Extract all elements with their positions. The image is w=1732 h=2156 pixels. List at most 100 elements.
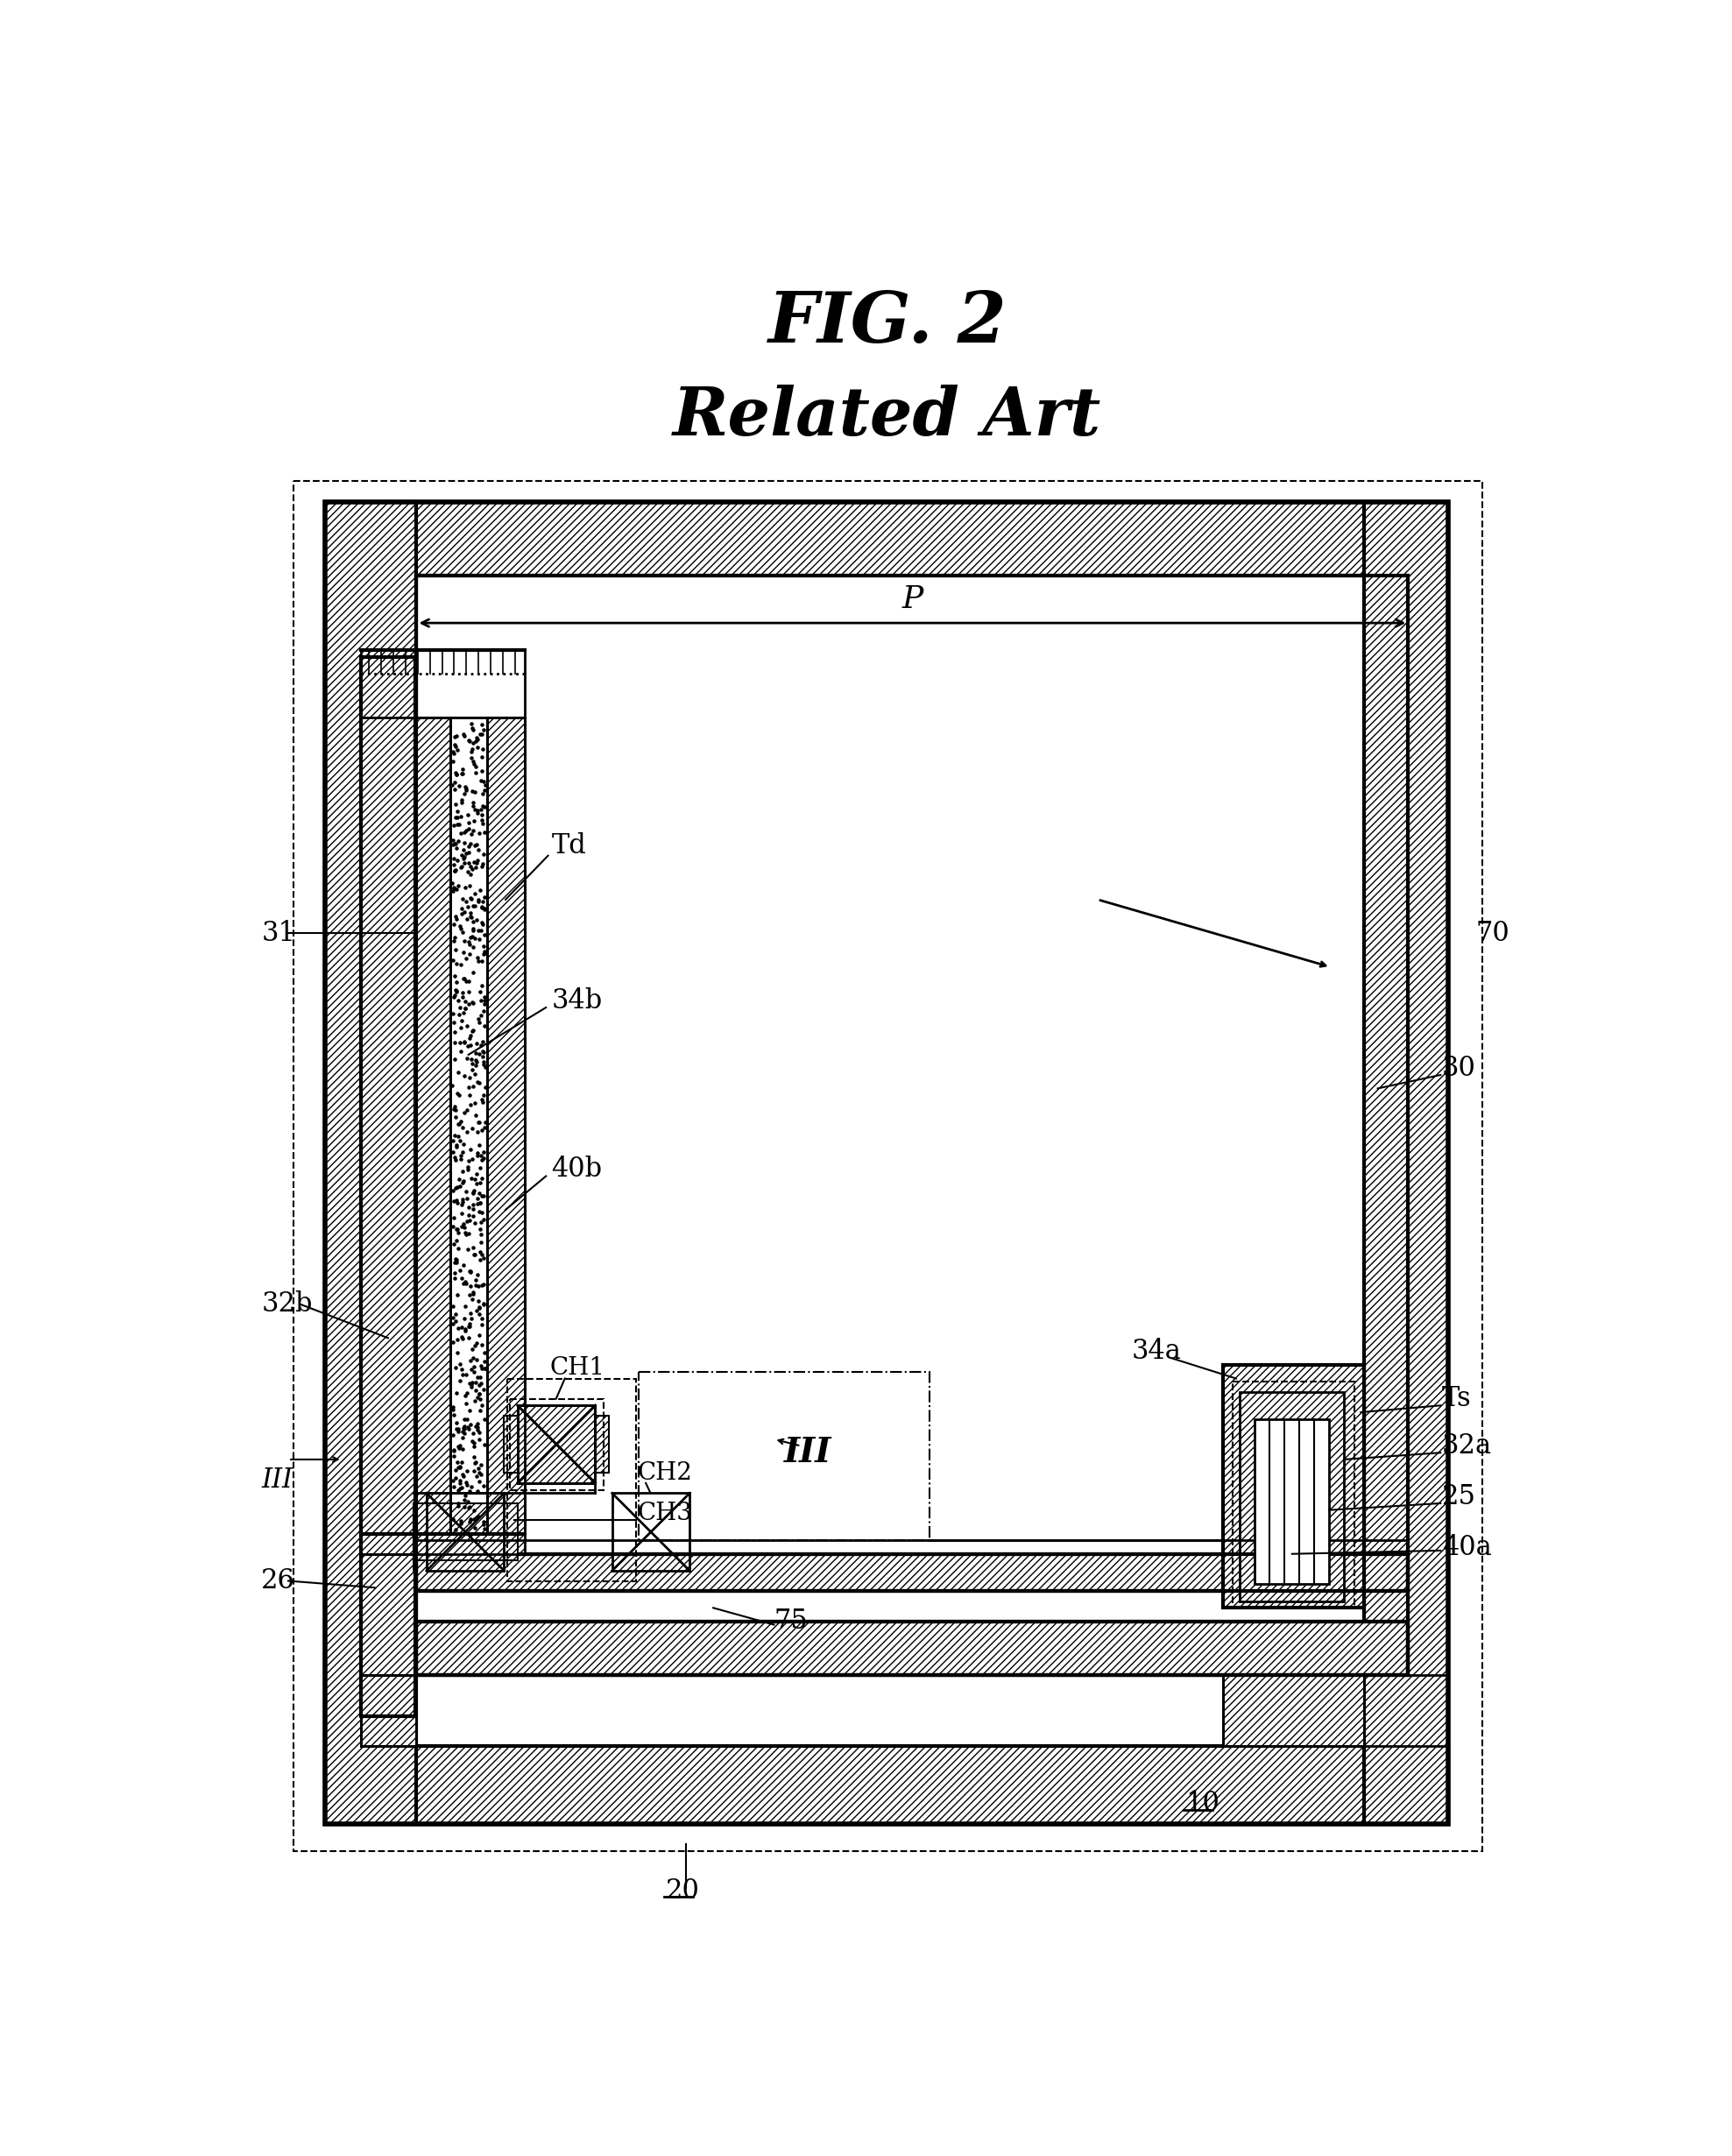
Point bbox=[459, 912, 487, 946]
Point bbox=[471, 918, 499, 953]
Point bbox=[461, 849, 488, 884]
Point bbox=[471, 1069, 499, 1104]
Point bbox=[449, 882, 476, 916]
Point bbox=[452, 1216, 480, 1250]
Bar bbox=[294, 481, 1483, 1850]
Point bbox=[461, 1268, 488, 1302]
Bar bbox=[504, 1416, 608, 1473]
Point bbox=[469, 1048, 497, 1082]
Bar bbox=[518, 1406, 596, 1483]
Point bbox=[449, 757, 476, 791]
Point bbox=[471, 1352, 499, 1386]
Point bbox=[464, 1257, 492, 1291]
Point bbox=[454, 890, 481, 925]
Point bbox=[466, 815, 494, 849]
Point bbox=[445, 768, 473, 802]
Point bbox=[440, 808, 468, 843]
Point bbox=[469, 936, 497, 970]
Point bbox=[443, 869, 471, 903]
Point bbox=[450, 1408, 478, 1442]
Point bbox=[464, 1367, 492, 1401]
Point bbox=[461, 888, 488, 923]
Point bbox=[459, 1188, 487, 1222]
Point bbox=[442, 1143, 469, 1177]
Point bbox=[452, 813, 480, 847]
Point bbox=[450, 1416, 478, 1451]
Point bbox=[443, 757, 471, 791]
Point bbox=[469, 1287, 497, 1322]
Point bbox=[459, 714, 487, 748]
Point bbox=[464, 1412, 492, 1447]
Point bbox=[456, 1505, 483, 1539]
Point bbox=[443, 800, 471, 834]
Point bbox=[459, 888, 487, 923]
Bar bbox=[326, 1746, 1448, 1824]
Bar bbox=[1240, 1393, 1344, 1602]
Point bbox=[462, 1445, 490, 1479]
Point bbox=[471, 893, 499, 927]
Point bbox=[447, 1348, 475, 1382]
Point bbox=[452, 983, 480, 1018]
Point bbox=[445, 1451, 473, 1485]
Point bbox=[461, 1429, 488, 1464]
Point bbox=[466, 1317, 494, 1352]
Point bbox=[459, 813, 487, 847]
Point bbox=[459, 1350, 487, 1384]
Point bbox=[461, 1384, 488, 1419]
Point bbox=[454, 845, 481, 880]
Point bbox=[456, 1309, 483, 1343]
Point bbox=[450, 1289, 478, 1324]
Point bbox=[457, 1367, 485, 1401]
Point bbox=[440, 871, 468, 906]
Bar bbox=[507, 1378, 636, 1580]
Point bbox=[466, 718, 494, 752]
Point bbox=[469, 1035, 497, 1069]
Point bbox=[469, 1468, 497, 1503]
Point bbox=[442, 854, 469, 888]
Point bbox=[449, 1358, 476, 1393]
Point bbox=[450, 718, 478, 752]
Point bbox=[452, 1181, 480, 1216]
Point bbox=[456, 1412, 483, 1447]
Point bbox=[449, 1319, 476, 1354]
Point bbox=[462, 1048, 490, 1082]
Point bbox=[452, 1464, 480, 1498]
Point bbox=[466, 1289, 494, 1324]
Point bbox=[459, 1192, 487, 1227]
Point bbox=[459, 1416, 487, 1451]
Point bbox=[464, 1380, 492, 1414]
Point bbox=[461, 1447, 488, 1481]
Point bbox=[449, 1414, 476, 1449]
Point bbox=[438, 824, 466, 858]
Point bbox=[469, 731, 497, 765]
Point bbox=[459, 1332, 487, 1367]
Point bbox=[447, 800, 475, 834]
Bar bbox=[362, 658, 416, 1716]
Point bbox=[447, 1261, 475, 1296]
Point bbox=[471, 890, 499, 925]
Point bbox=[442, 772, 469, 806]
Point bbox=[471, 768, 499, 802]
Text: III: III bbox=[785, 1436, 831, 1470]
Point bbox=[468, 1457, 495, 1492]
Point bbox=[456, 964, 483, 998]
Point bbox=[452, 1376, 480, 1410]
Point bbox=[442, 854, 469, 888]
Point bbox=[468, 1352, 495, 1386]
Point bbox=[452, 1378, 480, 1412]
Text: 31: 31 bbox=[262, 921, 296, 946]
Point bbox=[449, 1470, 476, 1505]
Point bbox=[442, 1130, 469, 1164]
Point bbox=[469, 806, 497, 841]
Point bbox=[459, 789, 487, 824]
Point bbox=[440, 1089, 468, 1123]
Point bbox=[461, 1453, 488, 1488]
Point bbox=[459, 1173, 487, 1207]
Point bbox=[443, 975, 471, 1009]
Point bbox=[450, 1479, 478, 1514]
Point bbox=[462, 720, 490, 755]
Point bbox=[464, 1268, 492, 1302]
Point bbox=[456, 895, 483, 929]
Point bbox=[468, 1268, 495, 1302]
Point bbox=[464, 1003, 492, 1037]
